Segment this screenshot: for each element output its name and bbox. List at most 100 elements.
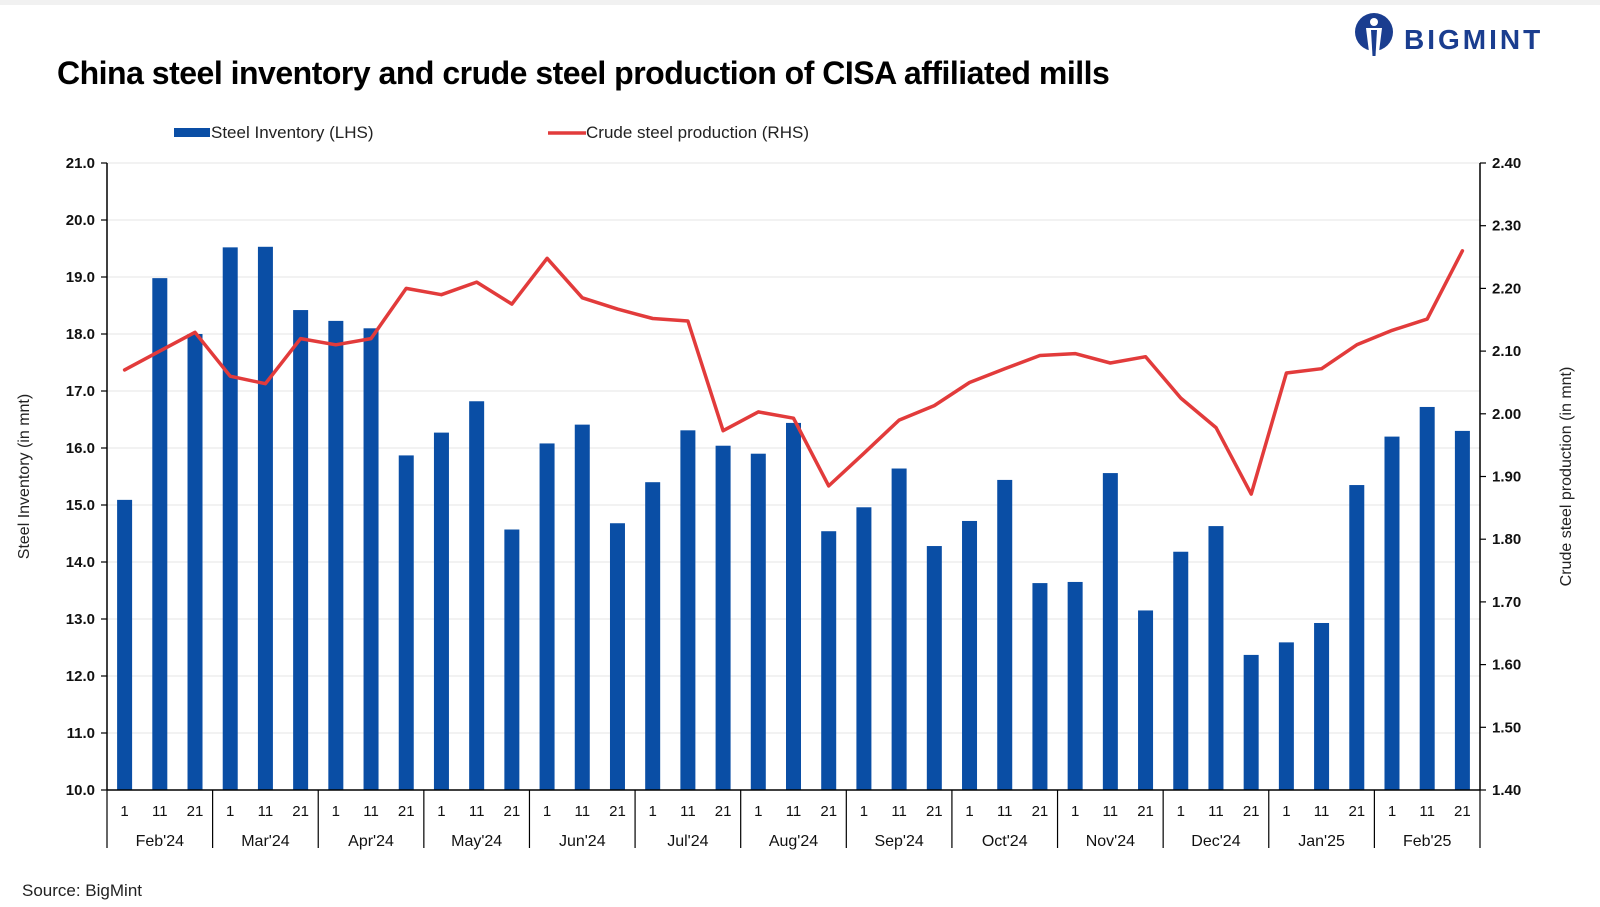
x-day-label: 1 (754, 803, 762, 820)
inventory-bar (1384, 436, 1400, 790)
inventory-bar (469, 401, 485, 790)
x-day-label: 1 (965, 803, 973, 820)
production-line (122, 249, 1465, 496)
x-day-label: 1 (332, 803, 340, 820)
inventory-bar (1454, 430, 1470, 790)
inventory-bar (504, 529, 520, 790)
x-day-label: 1 (860, 803, 868, 820)
inventory-bar (1419, 406, 1435, 790)
x-month-label: Mar'24 (241, 833, 290, 850)
x-day-label: 11 (1419, 803, 1435, 820)
x-month-label: Feb'25 (1403, 833, 1452, 850)
legend-bar-label: Steel Inventory (LHS) (211, 123, 374, 142)
x-day-label: 11 (152, 803, 168, 820)
inventory-bar (962, 520, 978, 790)
inventory-bar (293, 310, 309, 790)
x-day-label: 21 (504, 803, 521, 820)
x-day-label: 21 (1137, 803, 1154, 820)
right-tick-label: 1.60 (1492, 657, 1521, 674)
inventory-bar (539, 443, 555, 790)
inventory-bar (609, 523, 625, 790)
inventory-bar (926, 546, 942, 790)
left-tick-label: 17.0 (66, 383, 95, 400)
x-day-label: 1 (543, 803, 551, 820)
inventory-bar (152, 278, 168, 790)
left-tick-label: 16.0 (66, 440, 95, 457)
inventory-bar (1278, 642, 1294, 790)
x-day-label: 11 (1103, 803, 1119, 820)
inventory-bar (398, 455, 414, 790)
left-tick-label: 21.0 (66, 155, 95, 172)
x-day-label: 11 (997, 803, 1013, 820)
right-tick-label: 1.40 (1492, 782, 1521, 799)
x-day-label: 11 (258, 803, 274, 820)
x-month-label: Apr'24 (348, 833, 394, 850)
inventory-bar (1314, 622, 1330, 790)
x-day-label: 11 (680, 803, 696, 820)
left-tick-label: 12.0 (66, 668, 95, 685)
inventory-bar (786, 422, 801, 790)
x-day-label: 1 (1388, 803, 1396, 820)
inventory-bar (363, 328, 379, 790)
x-day-label: 11 (1208, 803, 1224, 820)
x-day-label: 21 (1454, 803, 1471, 820)
left-tick-label: 15.0 (66, 497, 95, 514)
right-tick-label: 1.70 (1492, 594, 1521, 611)
x-day-label: 21 (187, 803, 204, 820)
source-note: Source: BigMint (22, 881, 142, 900)
x-day-label: 11 (891, 803, 907, 820)
x-month-label: Jul'24 (667, 833, 708, 850)
x-day-label: 1 (1282, 803, 1290, 820)
inventory-bar (891, 468, 907, 790)
inventory-bar (328, 320, 344, 790)
x-day-label: 21 (1243, 803, 1260, 820)
x-day-label: 21 (926, 803, 943, 820)
left-tick-label: 19.0 (66, 269, 95, 286)
inventory-bar (1349, 485, 1365, 790)
legend-line-label: Crude steel production (RHS) (586, 123, 809, 142)
x-day-label: 11 (786, 803, 802, 820)
right-tick-label: 2.40 (1492, 155, 1521, 172)
right-tick-label: 2.00 (1492, 406, 1521, 423)
inventory-bar (187, 334, 203, 790)
x-month-label: May'24 (451, 833, 502, 850)
legend-bar-swatch (174, 128, 210, 137)
bigmint-logo-icon (1355, 13, 1393, 56)
x-day-label: 21 (292, 803, 309, 820)
x-day-label: 21 (1032, 803, 1049, 820)
x-day-label: 11 (363, 803, 379, 820)
left-tick-label: 13.0 (66, 611, 95, 628)
x-month-label: Dec'24 (1191, 833, 1240, 850)
inventory-bar (821, 531, 837, 790)
inventory-bar (433, 432, 449, 790)
inventory-bar (1243, 654, 1259, 790)
x-day-label: 21 (609, 803, 626, 820)
brand-logo: BIGMINT (1352, 10, 1552, 60)
right-axis-title: Crude steel production (in mnt) (1558, 367, 1575, 587)
x-day-label: 11 (574, 803, 590, 820)
inventory-bar (680, 430, 696, 790)
left-tick-label: 14.0 (66, 554, 95, 571)
x-day-label: 1 (1177, 803, 1185, 820)
x-day-label: 11 (1314, 803, 1330, 820)
x-day-label: 21 (820, 803, 837, 820)
x-month-label: Jun'24 (559, 833, 606, 850)
x-day-label: 1 (649, 803, 657, 820)
inventory-bar (1102, 473, 1118, 790)
chart-title: China steel inventory and crude steel pr… (57, 55, 1110, 91)
x-month-label: Sep'24 (874, 833, 923, 850)
inventory-bar (750, 453, 766, 790)
x-month-label: Nov'24 (1086, 833, 1135, 850)
right-tick-label: 2.20 (1492, 280, 1521, 297)
inventory-bar (715, 445, 731, 790)
x-day-label: 21 (715, 803, 732, 820)
inventory-bar (856, 507, 872, 790)
x-month-label: Oct'24 (982, 833, 1028, 850)
x-day-label: 1 (1071, 803, 1079, 820)
inventory-bar (574, 424, 590, 790)
x-month-label: Aug'24 (769, 833, 818, 850)
inventory-bar (1067, 581, 1083, 790)
inventory-bar (1032, 583, 1048, 790)
top-strip (0, 0, 1600, 5)
left-tick-label: 18.0 (66, 326, 95, 343)
